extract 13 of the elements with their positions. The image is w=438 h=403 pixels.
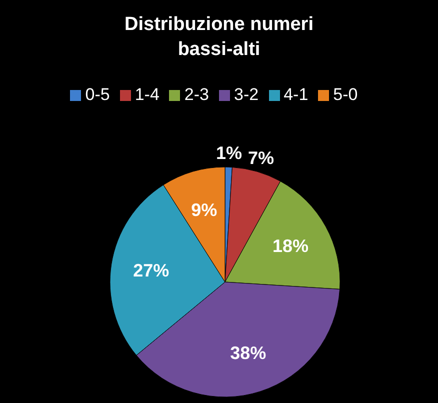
chart-title: Distribuzione numeri bassi-alti xyxy=(124,13,314,62)
data-label: 18% xyxy=(272,236,309,256)
data-label: 1% xyxy=(216,143,242,164)
legend-label: 2-3 xyxy=(184,85,209,104)
data-label: 7% xyxy=(248,148,274,168)
legend-label: 3-2 xyxy=(234,85,259,104)
legend-label: 0-5 xyxy=(85,85,110,104)
data-label: 27% xyxy=(133,260,170,280)
data-label: 38% xyxy=(230,343,266,364)
legend-label: 1-4 xyxy=(134,85,160,104)
legend-label: 5-0 xyxy=(333,85,358,104)
legend-label: 4-1 xyxy=(284,85,308,104)
data-label: 9% xyxy=(191,200,218,220)
